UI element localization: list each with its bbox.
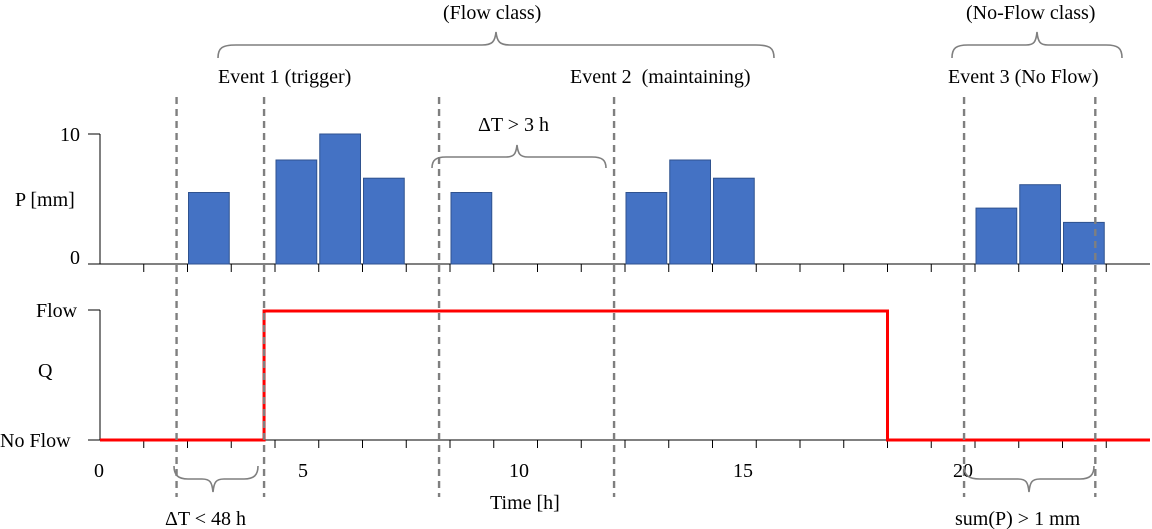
event2-label: Event 2 (maintaining) bbox=[570, 66, 751, 88]
precip-bar bbox=[319, 133, 361, 265]
p-x-ticks bbox=[143, 264, 1107, 272]
event-markers bbox=[175, 97, 1097, 497]
flow-class-brace bbox=[217, 31, 775, 59]
xtick-20: 20 bbox=[953, 460, 973, 482]
flow-state-line bbox=[100, 309, 1150, 442]
no-flow-class-brace bbox=[951, 31, 1123, 59]
no-flow-class-label: (No-Flow class) bbox=[966, 2, 1095, 24]
gap-label: ΔT > 3 h bbox=[478, 114, 549, 136]
precip-bar bbox=[1019, 184, 1061, 265]
precip-bar bbox=[363, 177, 405, 265]
precip-bar bbox=[669, 159, 711, 265]
event1-label: Event 1 (trigger) bbox=[218, 66, 351, 88]
precipitation-bars bbox=[188, 133, 1105, 265]
sum-label: sum(P) > 1 mm bbox=[955, 508, 1081, 529]
lag-label: ΔT < 48 h bbox=[165, 508, 246, 529]
precip-bar bbox=[625, 192, 668, 265]
precip-bar bbox=[450, 192, 493, 265]
p-ytick-0: 0 bbox=[70, 247, 80, 269]
precip-bar bbox=[975, 207, 1018, 265]
xtick-0: 0 bbox=[94, 460, 104, 482]
flow-class-label: (Flow class) bbox=[443, 2, 541, 24]
q-ytick-flow: Flow bbox=[36, 300, 78, 322]
q-ytick-noflow: No Flow bbox=[0, 430, 71, 452]
event3-label: Event 3 (No Flow) bbox=[948, 66, 1099, 88]
q-ylabel: Q bbox=[38, 360, 53, 382]
precip-bar bbox=[188, 192, 230, 265]
gap-brace bbox=[431, 144, 607, 169]
p-ylabel: P [mm] bbox=[15, 189, 75, 211]
xtick-10: 10 bbox=[509, 460, 529, 482]
sum-brace bbox=[963, 465, 1095, 493]
p-ytick-10: 10 bbox=[60, 124, 80, 146]
precip-bar bbox=[275, 159, 318, 265]
xtick-15: 15 bbox=[733, 460, 753, 482]
precip-bar bbox=[1063, 221, 1105, 265]
lag-brace bbox=[173, 465, 259, 493]
precip-bar bbox=[713, 177, 755, 265]
x-axis-title: Time [h] bbox=[490, 492, 560, 514]
xtick-5: 5 bbox=[298, 460, 308, 482]
